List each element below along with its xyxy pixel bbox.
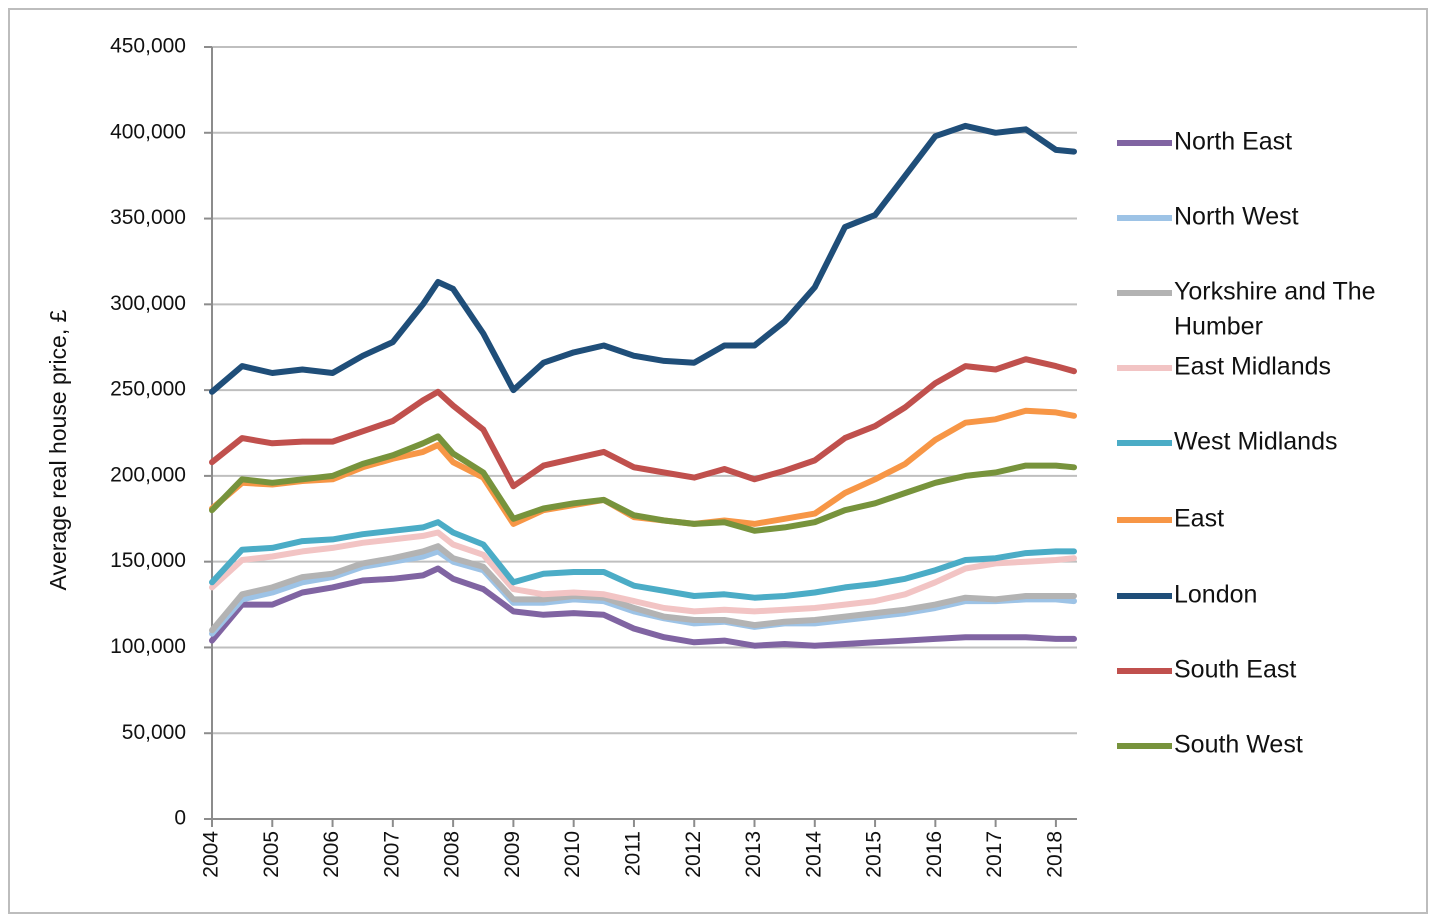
- legend-item: London: [1117, 581, 1257, 609]
- legend-label: South West: [1174, 731, 1303, 759]
- legend-item: South West: [1117, 731, 1303, 759]
- axes: [204, 46, 1077, 827]
- series-line-north-west: [209, 548, 1077, 637]
- legend-item: East: [1117, 505, 1224, 533]
- series-line-north-east: [209, 565, 1077, 649]
- legend-label: North East: [1174, 128, 1292, 156]
- legend-item: North West: [1117, 203, 1299, 231]
- gridlines: [212, 46, 1077, 735]
- x-tick-label: 2011: [621, 831, 644, 876]
- x-tick-label: 2013: [742, 831, 765, 878]
- legend-label-continued: Humber: [1174, 313, 1263, 341]
- series-line-west-midlands: [209, 519, 1077, 601]
- x-tick-label: 2009: [501, 831, 524, 878]
- chart-frame: [8, 8, 1428, 914]
- x-tick-label: 2004: [200, 831, 223, 878]
- legend-label: West Midlands: [1174, 428, 1338, 456]
- x-tick-label: 2008: [441, 831, 464, 878]
- series-line-london: [209, 122, 1077, 395]
- legend-label: North West: [1174, 203, 1299, 231]
- y-tick-label: 50,000: [122, 721, 186, 744]
- series-lines: [209, 122, 1077, 649]
- y-axis-label: Average real house price, £: [45, 309, 71, 590]
- y-tick-labels: 0 50,000 100,000 150,000 200,000 250,000 300,0…: [110, 35, 186, 830]
- series-line-south-east: [209, 356, 1077, 490]
- legend-item: North East: [1117, 128, 1292, 156]
- legend: North East North West Yorkshire and The Hum…: [1117, 128, 1376, 759]
- legend-item: Yorkshire and The Humber: [1117, 278, 1376, 341]
- legend-label: East Midlands: [1174, 353, 1331, 381]
- x-tick-label: 2016: [923, 831, 946, 878]
- x-tick-label: 2017: [983, 831, 1006, 878]
- y-tick-label: 250,000: [110, 378, 186, 401]
- x-tick-labels: 2004 2005 2006 2007 2008 2009 2010 2011 2012 2013…: [200, 831, 1067, 878]
- series-line-yorkshire-and-the-humber: [209, 543, 1077, 634]
- y-tick-label: 450,000: [110, 35, 186, 58]
- legend-item: East Midlands: [1117, 353, 1331, 381]
- x-tick-label: 2006: [320, 831, 343, 878]
- x-tick-label: 2014: [802, 831, 825, 878]
- x-tick-label: 2018: [1043, 831, 1066, 878]
- x-tick-label: 2010: [561, 831, 584, 878]
- y-tick-label: 0: [174, 807, 186, 830]
- legend-label: South East: [1174, 656, 1296, 684]
- x-tick-label: 2012: [682, 831, 705, 878]
- series-line-east-midlands: [209, 529, 1077, 615]
- legend-label: London: [1174, 581, 1257, 609]
- legend-item: West Midlands: [1117, 428, 1338, 456]
- y-tick-label: 100,000: [110, 635, 186, 658]
- legend-label: East: [1174, 505, 1224, 533]
- legend-label: Yorkshire and The: [1174, 278, 1376, 306]
- y-tick-label: 200,000: [110, 463, 186, 486]
- x-tick-label: 2005: [260, 831, 283, 878]
- y-tick-label: 400,000: [110, 120, 186, 143]
- y-tick-label: 350,000: [110, 206, 186, 229]
- x-tick-label: 2007: [380, 831, 403, 878]
- series-line-south-west: [209, 433, 1077, 534]
- y-tick-label: 300,000: [110, 292, 186, 315]
- legend-item: South East: [1117, 656, 1296, 684]
- y-tick-label: 150,000: [110, 549, 186, 572]
- x-tick-label: 2015: [863, 831, 886, 878]
